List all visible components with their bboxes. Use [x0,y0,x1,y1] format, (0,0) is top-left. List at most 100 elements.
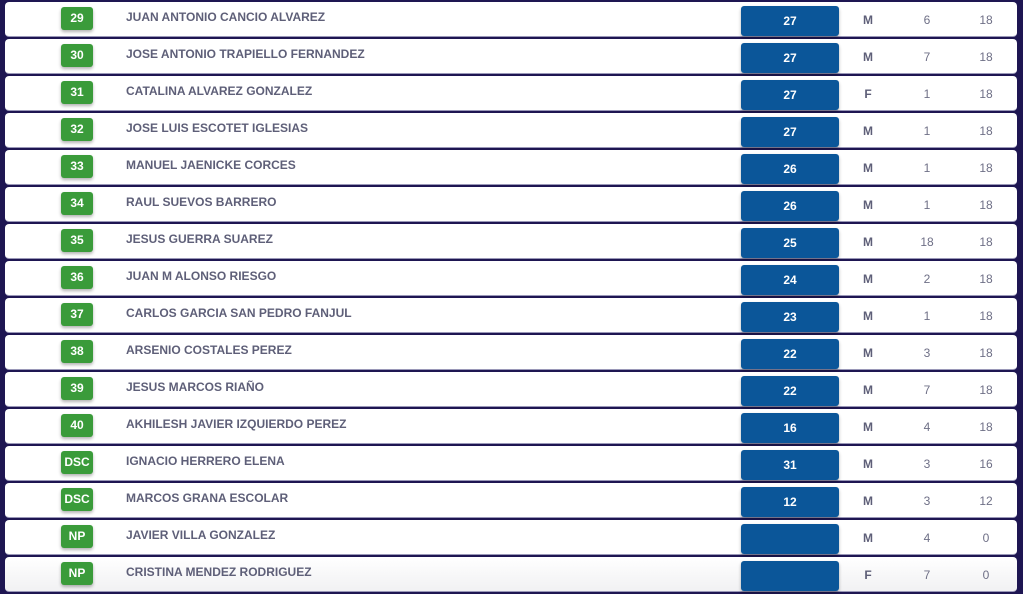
total-value: 18 [979,309,993,323]
table-row[interactable]: 37 CARLOS GARCIA SAN PEDRO FANJUL 23 M 1 18 [5,298,1017,333]
position-badge: DSC [61,451,93,474]
category-value: 4 [923,420,931,434]
table-row[interactable]: 31 CATALINA ALVAREZ GONZALEZ 27 F 1 18 [5,76,1017,111]
position-badge: 39 [61,377,93,400]
category-value: 1 [923,161,931,175]
position-badge: 30 [61,44,93,67]
table-row[interactable]: 33 MANUEL JAENICKE CORCES 26 M 1 18 [5,150,1017,185]
gender: M [863,457,873,471]
position-badge: 29 [61,7,93,30]
score-badge: 26 [741,191,839,221]
table-row[interactable]: 29 JUAN ANTONIO CANCIO ALVAREZ 27 M 6 18 [5,2,1017,37]
total-value: 12 [979,494,993,508]
total-value: 0 [982,568,990,582]
category-value: 2 [923,272,931,286]
score-badge: 27 [741,117,839,147]
gender: M [863,50,873,64]
score-badge: 16 [741,413,839,443]
gender: M [863,124,873,138]
total-value: 18 [979,198,993,212]
participant-name: IGNACIO HERRERO ELENA [126,454,285,468]
gender: M [863,198,873,212]
participant-name: AKHILESH JAVIER IZQUIERDO PEREZ [126,417,347,431]
gender: M [863,13,873,27]
position-badge: 38 [61,340,93,363]
position-badge: 36 [61,266,93,289]
total-value: 18 [979,161,993,175]
participant-name: MANUEL JAENICKE CORCES [126,158,296,172]
table-row[interactable]: 35 JESUS GUERRA SUAREZ 25 M 18 18 [5,224,1017,259]
score-badge: 27 [741,80,839,110]
total-value: 18 [979,13,993,27]
category-value: 4 [923,531,931,545]
gender: M [863,235,873,249]
score-badge: 24 [741,265,839,295]
position-badge: 37 [61,303,93,326]
score-badge: 22 [741,376,839,406]
table-row[interactable]: 30 JOSE ANTONIO TRAPIELLO FERNANDEZ 27 M 7 18 [5,39,1017,74]
gender: F [864,87,872,101]
score-badge: 27 [741,43,839,73]
position-badge: NP [61,562,93,585]
table-row[interactable]: 32 JOSE LUIS ESCOTET IGLESIAS 27 M 1 18 [5,113,1017,148]
table-row[interactable]: 34 RAUL SUEVOS BARRERO 26 M 1 18 [5,187,1017,222]
category-value: 7 [923,383,931,397]
position-badge: 33 [61,155,93,178]
total-value: 18 [979,87,993,101]
position-badge: 35 [61,229,93,252]
score-badge: 27 [741,6,839,36]
participant-name: JOSE LUIS ESCOTET IGLESIAS [126,121,309,135]
total-value: 18 [979,420,993,434]
gender: M [863,272,873,286]
category-value: 6 [923,13,931,27]
position-badge: NP [61,525,93,548]
category-value: 1 [923,198,931,212]
total-value: 18 [979,346,993,360]
participant-name: CATALINA ALVAREZ GONZALEZ [126,84,313,98]
position-badge: 32 [61,118,93,141]
total-value: 18 [979,235,993,249]
category-value: 18 [920,235,934,249]
category-value: 3 [923,457,931,471]
total-value: 0 [982,531,990,545]
table-row[interactable]: 36 JUAN M ALONSO RIESGO 24 M 2 18 [5,261,1017,296]
score-badge [741,524,839,554]
gender: M [863,531,873,545]
participant-name: JUAN ANTONIO CANCIO ALVAREZ [126,10,326,24]
gender: M [863,161,873,175]
participant-name: MARCOS GRANA ESCOLAR [126,491,289,505]
category-value: 3 [923,494,931,508]
table-row[interactable]: DSC IGNACIO HERRERO ELENA 31 M 3 16 [5,446,1017,481]
total-value: 16 [979,457,993,471]
position-badge: DSC [61,488,93,511]
gender: M [863,383,873,397]
participant-name: JESUS GUERRA SUAREZ [126,232,273,246]
category-value: 1 [923,124,931,138]
score-badge: 31 [741,450,839,480]
score-badge: 22 [741,339,839,369]
table-row[interactable]: DSC MARCOS GRANA ESCOLAR 12 M 3 12 [5,483,1017,518]
table-row[interactable]: NP CRISTINA MENDEZ RODRIGUEZ F 7 0 [5,557,1017,592]
table-row[interactable]: 38 ARSENIO COSTALES PEREZ 22 M 3 18 [5,335,1017,370]
position-badge: 40 [61,414,93,437]
score-badge [741,561,839,591]
gender: F [864,568,872,582]
participant-name: RAUL SUEVOS BARRERO [126,195,277,209]
table-row[interactable]: 39 JESUS MARCOS RIAÑO 22 M 7 18 [5,372,1017,407]
position-badge: 31 [61,81,93,104]
score-badge: 26 [741,154,839,184]
gender: M [863,346,873,360]
score-badge: 12 [741,487,839,517]
participant-name: JESUS MARCOS RIAÑO [126,380,265,394]
participant-name: JAVIER VILLA GONZALEZ [126,528,276,542]
participant-name: JUAN M ALONSO RIESGO [126,269,277,283]
position-badge: 34 [61,192,93,215]
category-value: 1 [923,87,931,101]
score-badge: 23 [741,302,839,332]
score-badge: 25 [741,228,839,258]
table-row[interactable]: NP JAVIER VILLA GONZALEZ M 4 0 [5,520,1017,555]
participant-name: CARLOS GARCIA SAN PEDRO FANJUL [126,306,352,320]
table-row[interactable]: 40 AKHILESH JAVIER IZQUIERDO PEREZ 16 M 4 18 [5,409,1017,444]
category-value: 7 [923,568,931,582]
